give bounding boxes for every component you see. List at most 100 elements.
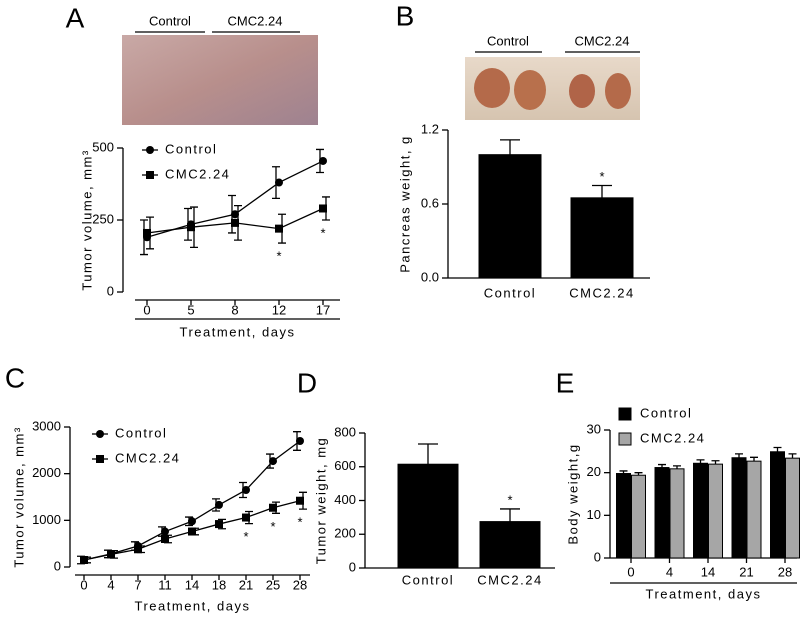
point (275, 224, 283, 233)
significance-mark: * (320, 225, 325, 240)
legend-label: CMC2.24 (640, 430, 705, 445)
bar (479, 521, 541, 569)
y-tick-label: 200 (334, 526, 356, 541)
panel-label: B (396, 0, 415, 31)
y-tick-label: 400 (334, 492, 356, 507)
significance-mark: * (243, 529, 248, 544)
x-tick-label: 21 (239, 577, 253, 592)
y-axis-label: Tumor weight, mg (313, 437, 328, 565)
bar (731, 457, 747, 559)
bar (654, 467, 670, 559)
legend-marker (96, 430, 104, 438)
tissue (514, 70, 546, 110)
y-tick-label: 0.6 (421, 195, 439, 210)
x-tick-label: 14 (185, 577, 199, 592)
point (188, 527, 196, 536)
bar (785, 457, 800, 559)
x-tick-label: Control (484, 285, 536, 300)
point (188, 517, 196, 526)
point (161, 527, 169, 536)
legend-label: CMC2.24 (115, 450, 180, 465)
y-axis-label: Pancreas weight, g (397, 135, 412, 273)
legend-marker (96, 455, 104, 463)
y-tick-label: 500 (92, 139, 114, 154)
point (215, 520, 223, 529)
x-tick-label: 18 (212, 577, 226, 592)
x-tick-label: 0 (143, 302, 150, 317)
y-tick-label: 0 (54, 558, 61, 573)
photo-label: CMC2.24 (228, 13, 283, 28)
significance-mark: * (297, 515, 302, 530)
y-tick-label: 600 (334, 458, 356, 473)
point (269, 457, 277, 466)
y-tick-label: 1.2 (421, 121, 439, 136)
significance-mark: * (507, 492, 512, 507)
point (319, 204, 327, 213)
legend-label: CMC2.24 (165, 166, 230, 181)
point (143, 228, 151, 237)
tissue (474, 68, 510, 108)
x-axis-label: Treatment, days (135, 598, 251, 613)
y-tick-label: 2000 (32, 465, 61, 480)
bar (616, 473, 631, 559)
point (107, 550, 115, 559)
bar (478, 154, 542, 279)
point (80, 556, 88, 564)
legend-label: Control (115, 425, 167, 440)
panel-label: A (66, 2, 85, 33)
significance-mark: * (270, 519, 275, 534)
bar (746, 460, 762, 559)
y-tick-label: 1000 (32, 512, 61, 527)
significance-mark: * (276, 248, 281, 263)
legend-label: Control (640, 405, 692, 420)
x-axis-label: Treatment, days (646, 586, 762, 601)
x-tick-label: 11 (158, 577, 172, 592)
x-tick-label: 12 (272, 302, 286, 317)
bar (631, 474, 646, 559)
legend-label: Control (165, 141, 217, 156)
bar (397, 463, 459, 569)
x-tick-label: 4 (107, 577, 114, 592)
y-tick-label: 800 (334, 424, 356, 439)
point (319, 156, 327, 165)
bar (770, 451, 785, 559)
bar (708, 463, 723, 559)
panel-label: C (5, 362, 25, 393)
photo-label: Control (149, 13, 191, 28)
point (242, 513, 250, 522)
x-tick-label: CMC2.24 (477, 572, 542, 587)
x-tick-label: 0 (80, 577, 87, 592)
legend-swatch (618, 407, 632, 421)
legend-swatch (618, 432, 632, 446)
y-tick-label: 30 (587, 421, 601, 436)
y-axis-label: Body weight,g (565, 443, 580, 544)
y-tick-label: 10 (587, 507, 601, 522)
x-tick-label: 7 (134, 577, 141, 592)
x-tick-label: 4 (666, 564, 673, 579)
mouse-photo (122, 35, 318, 125)
x-tick-label: 21 (739, 564, 753, 579)
x-tick-label: 8 (231, 302, 238, 317)
point (231, 210, 239, 219)
panel-label: D (297, 367, 317, 398)
y-tick-label: 20 (587, 464, 601, 479)
point (269, 503, 277, 512)
y-tick-label: 0.0 (421, 269, 439, 284)
point (296, 496, 304, 505)
x-tick-label: CMC2.24 (569, 285, 634, 300)
tissue (569, 74, 595, 108)
photo-label: CMC2.24 (575, 33, 630, 48)
x-tick-label: 5 (187, 302, 194, 317)
y-tick-label: 0 (107, 283, 114, 298)
bar (693, 462, 708, 559)
point (231, 218, 239, 227)
y-tick-label: 250 (92, 211, 114, 226)
bar (669, 468, 685, 559)
y-tick-label: 3000 (32, 418, 61, 433)
point (242, 486, 250, 494)
point (275, 178, 283, 187)
point (161, 535, 169, 543)
legend-marker (146, 146, 154, 154)
panel-label: E (556, 367, 575, 398)
